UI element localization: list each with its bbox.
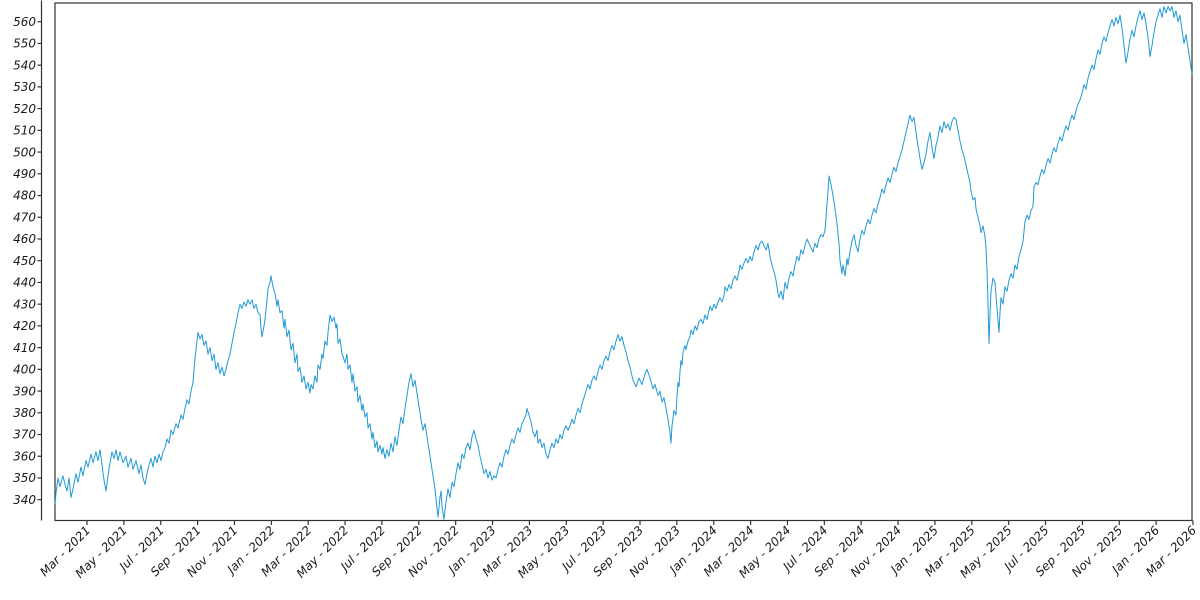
y-tick-label: 470 — [13, 210, 36, 224]
y-tick-label: 490 — [13, 167, 36, 181]
price-line — [54, 6, 1193, 520]
y-tick-label: 360 — [13, 449, 36, 463]
y-tick-label: 350 — [13, 471, 36, 485]
y-axis: 340 350 360 370 380 390 400 410 420 430 440 450 460 4… — [13, 15, 42, 507]
y-tick-label: 560 — [13, 15, 36, 29]
y-tick-label: 480 — [13, 189, 36, 203]
y-tick-label: 410 — [13, 341, 36, 355]
y-tick-label: 500 — [13, 145, 36, 159]
y-tick-label: 530 — [13, 80, 36, 94]
y-tick-label: 510 — [13, 124, 36, 138]
y-tick-label: 370 — [13, 428, 36, 442]
y-tick-label: 420 — [13, 319, 36, 333]
y-tick-label: 340 — [13, 493, 36, 507]
y-tick-label: 460 — [13, 232, 36, 246]
y-tick-label: 550 — [13, 37, 36, 51]
y-tick-label: 430 — [13, 297, 36, 311]
y-tick-label: 540 — [13, 58, 36, 72]
y-tick-label: 400 — [13, 363, 36, 377]
y-tick-label: 440 — [13, 276, 36, 290]
y-tick-label: 450 — [13, 254, 36, 268]
y-tick-label: 390 — [13, 384, 36, 398]
plot-border — [54, 2, 1193, 522]
y-tick-label: 520 — [13, 102, 36, 116]
y-tick-label: 380 — [13, 406, 36, 420]
